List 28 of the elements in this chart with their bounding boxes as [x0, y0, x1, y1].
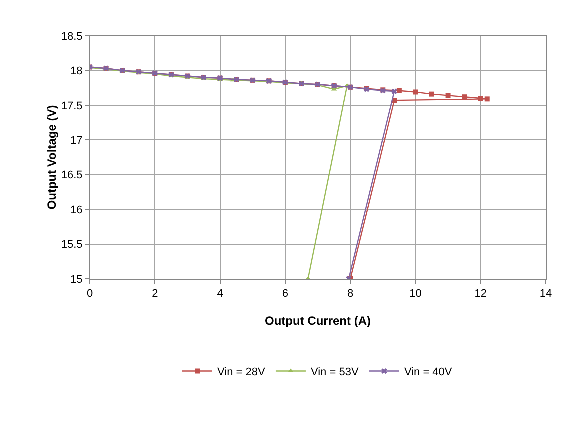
point — [478, 96, 484, 101]
y-tick-label: 17.5 — [61, 100, 83, 112]
y-tick-label: 15.5 — [61, 239, 83, 252]
y-tick-label: 16.5 — [61, 170, 83, 182]
x-tick-label: 2 — [152, 288, 158, 300]
legend-label: Vin = 53V — [310, 366, 360, 379]
y-tick-label: 15 — [70, 274, 83, 286]
point — [430, 92, 434, 97]
legend-label: Vin = 28V — [218, 366, 266, 379]
point — [413, 90, 418, 95]
point — [446, 93, 451, 98]
y-tick-label: 18.5 — [61, 30, 83, 43]
legend-label: Vin = 40V — [404, 366, 453, 379]
y-tick-label: 18 — [70, 66, 83, 78]
x-tick-label: 4 — [217, 288, 224, 300]
y-axis-title: Output Voltage (V) — [45, 105, 59, 210]
point — [396, 88, 402, 94]
point — [392, 88, 398, 94]
x-tick-label: 10 — [410, 288, 422, 300]
y-tick-label: 16 — [70, 204, 83, 216]
y-tick-label: 17 — [70, 134, 83, 147]
x-tick-label: 12 — [474, 288, 487, 300]
point — [484, 96, 490, 102]
x-tick-label: 6 — [282, 288, 288, 300]
x-tick-label: 8 — [348, 288, 354, 300]
x-axis-title: Output Current (A) — [265, 314, 371, 328]
x-tick-label: 14 — [540, 288, 552, 300]
x-tick-label: 0 — [86, 288, 94, 300]
